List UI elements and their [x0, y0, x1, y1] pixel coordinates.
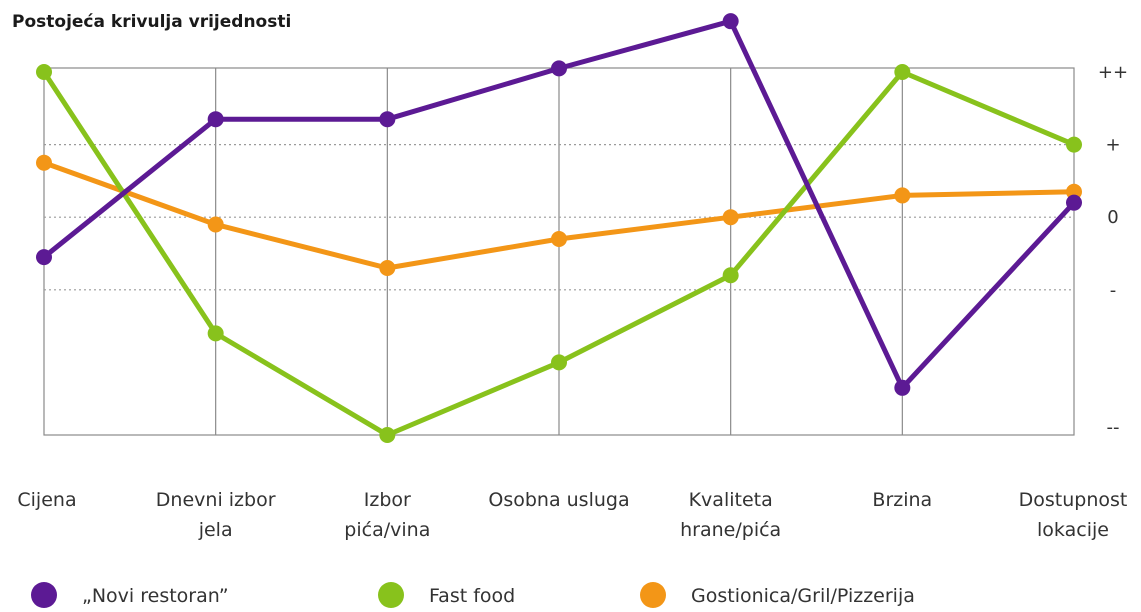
y-tick-label: ++: [1098, 62, 1128, 83]
category-label: Osobna usluga: [488, 489, 629, 511]
data-point: [551, 230, 567, 247]
data-point: [379, 111, 396, 128]
category-label: Dnevni izbor jela: [156, 489, 276, 541]
data-point: [1066, 136, 1082, 153]
legend: „Novi restoran” Fast food Gostionica/Gril/…: [31, 582, 915, 608]
data-point: [379, 427, 396, 443]
y-tick-label: -: [1110, 280, 1117, 301]
data-point: [207, 216, 224, 233]
legend-label: Gostionica/Gril/Pizzerija: [691, 585, 915, 607]
data-point: [551, 354, 567, 371]
data-point: [207, 111, 224, 128]
grid: [43, 67, 1075, 436]
data-point: [207, 325, 224, 342]
category-label: Cijena: [17, 489, 76, 511]
data-point: [894, 379, 911, 396]
data-point: [894, 64, 911, 80]
legend-swatch: [31, 582, 57, 608]
x-axis-categories: Cijena Dnevni izbor jela Izbor pića/vina Osob…: [17, 489, 1127, 541]
data-point: [722, 13, 739, 30]
chart-title: Postojeća krivulja vrijednosti: [12, 12, 292, 32]
data-point: [36, 154, 52, 171]
data-point: [894, 187, 911, 204]
series-layer: [36, 13, 1082, 443]
data-point: [36, 249, 52, 266]
category-label: Dostupnost lokacije: [1019, 489, 1128, 541]
y-tick-label: --: [1107, 417, 1120, 438]
y-tick-label: 0: [1107, 207, 1118, 228]
y-tick-label: +: [1105, 135, 1120, 156]
legend-label: „Novi restoran”: [82, 585, 229, 607]
legend-swatch: [378, 582, 404, 608]
category-label: Brzina: [872, 489, 932, 511]
category-label: Izbor pića/vina: [344, 489, 430, 541]
legend-swatch: [640, 582, 666, 608]
y-axis-ticks: +++0---: [1098, 62, 1128, 438]
legend-label: Fast food: [429, 585, 515, 607]
data-point: [36, 64, 52, 80]
data-point: [1066, 194, 1082, 211]
data-point: [722, 209, 739, 226]
data-point: [379, 260, 396, 277]
category-label: Kvaliteta hrane/pića: [680, 489, 781, 541]
data-point: [722, 267, 739, 284]
data-point: [551, 60, 567, 77]
